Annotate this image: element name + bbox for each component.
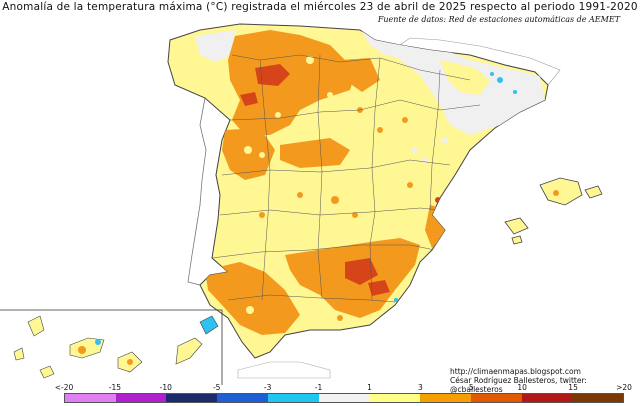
hot-spot-jaen xyxy=(345,258,378,285)
credit-block: http://climaenmapas.blogspot.com César R… xyxy=(450,367,640,394)
legend-label: 5 xyxy=(468,383,474,392)
legend-label: -10 xyxy=(159,383,172,392)
light-zone-ebro xyxy=(440,60,490,95)
hot-spot-zamora xyxy=(240,92,258,106)
data-source-note: Fuente de datos: Red de estaciones autom… xyxy=(377,15,620,24)
legend-label: 15 xyxy=(568,383,578,392)
legend-label: -15 xyxy=(108,383,122,392)
legend-swatch xyxy=(217,394,268,402)
canary-islands-inset xyxy=(0,309,223,385)
legend-label: 10 xyxy=(517,383,527,392)
credit-url[interactable]: http://climaenmapas.blogspot.com xyxy=(450,367,581,376)
legend-label: 3 xyxy=(417,383,423,392)
legend-swatch xyxy=(369,394,421,402)
legend-swatch xyxy=(420,394,471,402)
hot-spot-granada xyxy=(368,280,390,296)
map-title: Anomalía de la temperatura máxima (°C) r… xyxy=(2,1,638,13)
credit-author: César Rodríguez Ballesteros, twitter: @c… xyxy=(450,376,587,394)
legend-label: -1 xyxy=(314,383,323,392)
legend-swatch xyxy=(65,394,116,402)
warm-zone-west xyxy=(222,128,275,180)
legend-swatch xyxy=(521,394,573,402)
warm-zone-cantabria xyxy=(340,58,380,92)
legend-label: >20 xyxy=(616,383,632,392)
warm-zone-central-band xyxy=(280,138,350,168)
balearic-islands xyxy=(504,177,603,245)
legend-swatch xyxy=(318,394,370,402)
legend-swatch xyxy=(267,394,319,402)
legend-swatch xyxy=(470,394,522,402)
legend-swatch xyxy=(572,394,624,402)
province-borders xyxy=(211,54,481,303)
hot-spot-leon xyxy=(255,64,290,86)
morocco-edge xyxy=(237,361,331,379)
legend-label: -3 xyxy=(263,383,272,392)
legend-label: -5 xyxy=(212,383,221,392)
color-legend xyxy=(64,393,624,403)
legend-labels: <-20 -15 -10 -5 -3 -1 1 3 5 10 15 >20 xyxy=(0,383,640,393)
legend-label: 1 xyxy=(367,383,372,392)
legend-swatch xyxy=(115,394,167,402)
warm-zone-andalucia-west xyxy=(205,262,300,335)
legend-label: <-20 xyxy=(54,383,74,392)
warm-zone-northwest xyxy=(228,30,355,135)
legend-swatch xyxy=(166,394,218,402)
neutral-zone-galicia xyxy=(195,30,235,62)
